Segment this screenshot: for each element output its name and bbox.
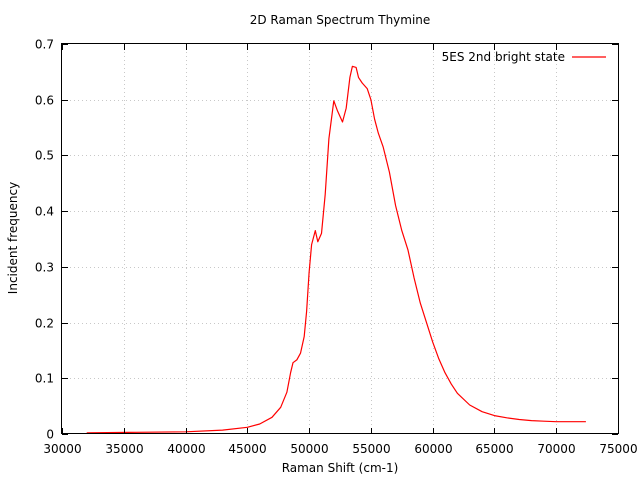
y-tick-label: 0.4 — [35, 205, 54, 219]
x-axis-label: Raman Shift (cm-1) — [282, 461, 399, 475]
x-tick-label: 30000 — [43, 442, 81, 456]
x-tick-label: 50000 — [290, 442, 328, 456]
y-tick-label: 0.2 — [35, 317, 54, 331]
y-axis-ticks: 0 0.1 0.2 0.3 0.4 0.5 0.6 0.7 — [35, 38, 618, 442]
y-tick-label: 0.5 — [35, 149, 54, 163]
legend-entry-label: 5ES 2nd bright state — [442, 50, 565, 64]
x-axis-ticks: 30000 35000 40000 45000 50000 55000 60000 65000… — [43, 44, 638, 456]
series-layer — [86, 65, 586, 434]
y-tick-label: 0.7 — [35, 38, 54, 52]
grid — [62, 44, 618, 434]
x-tick-label: 35000 — [105, 442, 143, 456]
y-tick-label: 0.1 — [35, 372, 54, 386]
series-line — [86, 65, 586, 434]
legend: 5ES 2nd bright state — [442, 50, 606, 64]
y-tick-label: 0 — [46, 428, 54, 442]
y-tick-label: 0.6 — [35, 94, 54, 108]
x-tick-label: 40000 — [167, 442, 205, 456]
chart-title: 2D Raman Spectrum Thymine — [250, 13, 431, 27]
x-tick-label: 45000 — [228, 442, 266, 456]
x-tick-label: 75000 — [599, 442, 637, 456]
x-tick-label: 70000 — [537, 442, 575, 456]
y-axis-label: Incident frequency — [6, 182, 20, 294]
x-tick-label: 55000 — [352, 442, 390, 456]
plot-frame — [61, 43, 619, 434]
x-tick-label: 60000 — [414, 442, 452, 456]
x-tick-label: 65000 — [475, 442, 513, 456]
y-tick-label: 0.3 — [35, 261, 54, 275]
